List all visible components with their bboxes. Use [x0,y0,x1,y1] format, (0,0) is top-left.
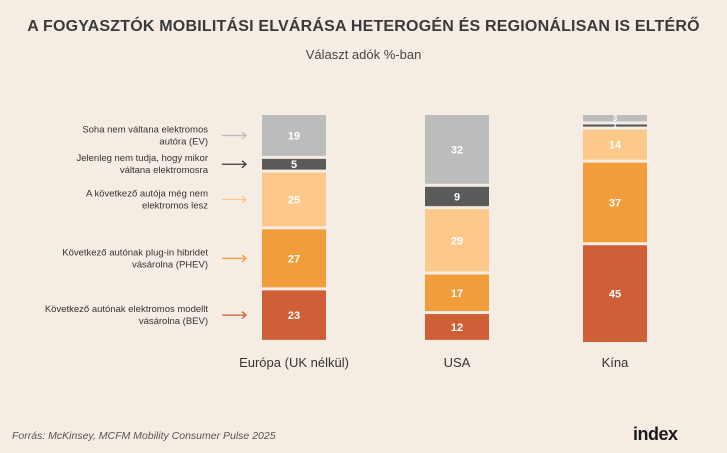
data-label: 1 [613,122,618,131]
bar-segment [262,290,326,340]
data-label: 14 [609,140,622,152]
legend-label: vásárolna (BEV) [139,316,208,327]
legend-label: autóra (EV) [159,136,208,147]
chart-title: A FOGYASZTÓK MOBILITÁSI ELVÁRÁSA HETEROG… [27,18,700,35]
bar-segment [262,229,326,288]
data-label: 3 [613,114,618,123]
bar-segment [425,209,489,272]
legend-arrow-head [241,254,247,263]
bar-segment [425,274,489,312]
bar-segment [583,115,647,122]
legend-label: Következő autónak elektromos modellt [45,304,209,315]
bar-segment [262,158,326,170]
legend-label: elektromos lesz [142,200,208,211]
chart-subtitle: Választ adók %-ban [305,47,422,62]
bar-segment [583,129,647,160]
legend-label: Soha nem váltana elektromos [82,124,208,135]
category-label: Kína [602,355,630,370]
data-label: 9 [454,191,460,203]
legend-label: Következő autónak plug-in hibridet [62,247,208,258]
category-label: USA [444,355,471,370]
category-label: Európa (UK nélkül) [239,355,349,370]
bar-segment [583,124,647,127]
data-label: 12 [451,322,463,334]
legend-arrow-head [241,160,247,169]
legend-label: vásárolna (PHEV) [132,259,208,270]
bar-segment [425,115,489,184]
data-label: 23 [288,310,300,322]
legend-arrow-head [241,311,247,320]
data-label: 45 [609,289,621,301]
legend-label: A következő autója még nem [86,188,208,199]
index-logo: index [633,424,678,444]
data-label: 25 [288,194,300,206]
data-label: 5 [291,159,297,171]
bar-segment [583,245,647,342]
data-label: 29 [451,235,463,247]
data-label: 17 [451,288,463,300]
data-label: 32 [451,144,463,156]
data-label: 27 [288,253,300,265]
bar-segment [425,314,489,340]
legend-arrow-head [241,195,247,204]
bar-segment [262,172,326,227]
legend-label: Jelenleg nem tudja, hogy mikor [77,153,209,164]
bar-segment [425,186,489,207]
source-note: Forrás: McKinsey, MCFM Mobility Consumer… [12,430,276,442]
bar-segment [262,115,326,156]
bar-segment [583,162,647,243]
data-label: 19 [288,130,300,142]
legend-arrow-head [241,131,247,140]
data-label: 37 [609,197,621,209]
legend-label: váltana elektromosra [120,165,209,176]
